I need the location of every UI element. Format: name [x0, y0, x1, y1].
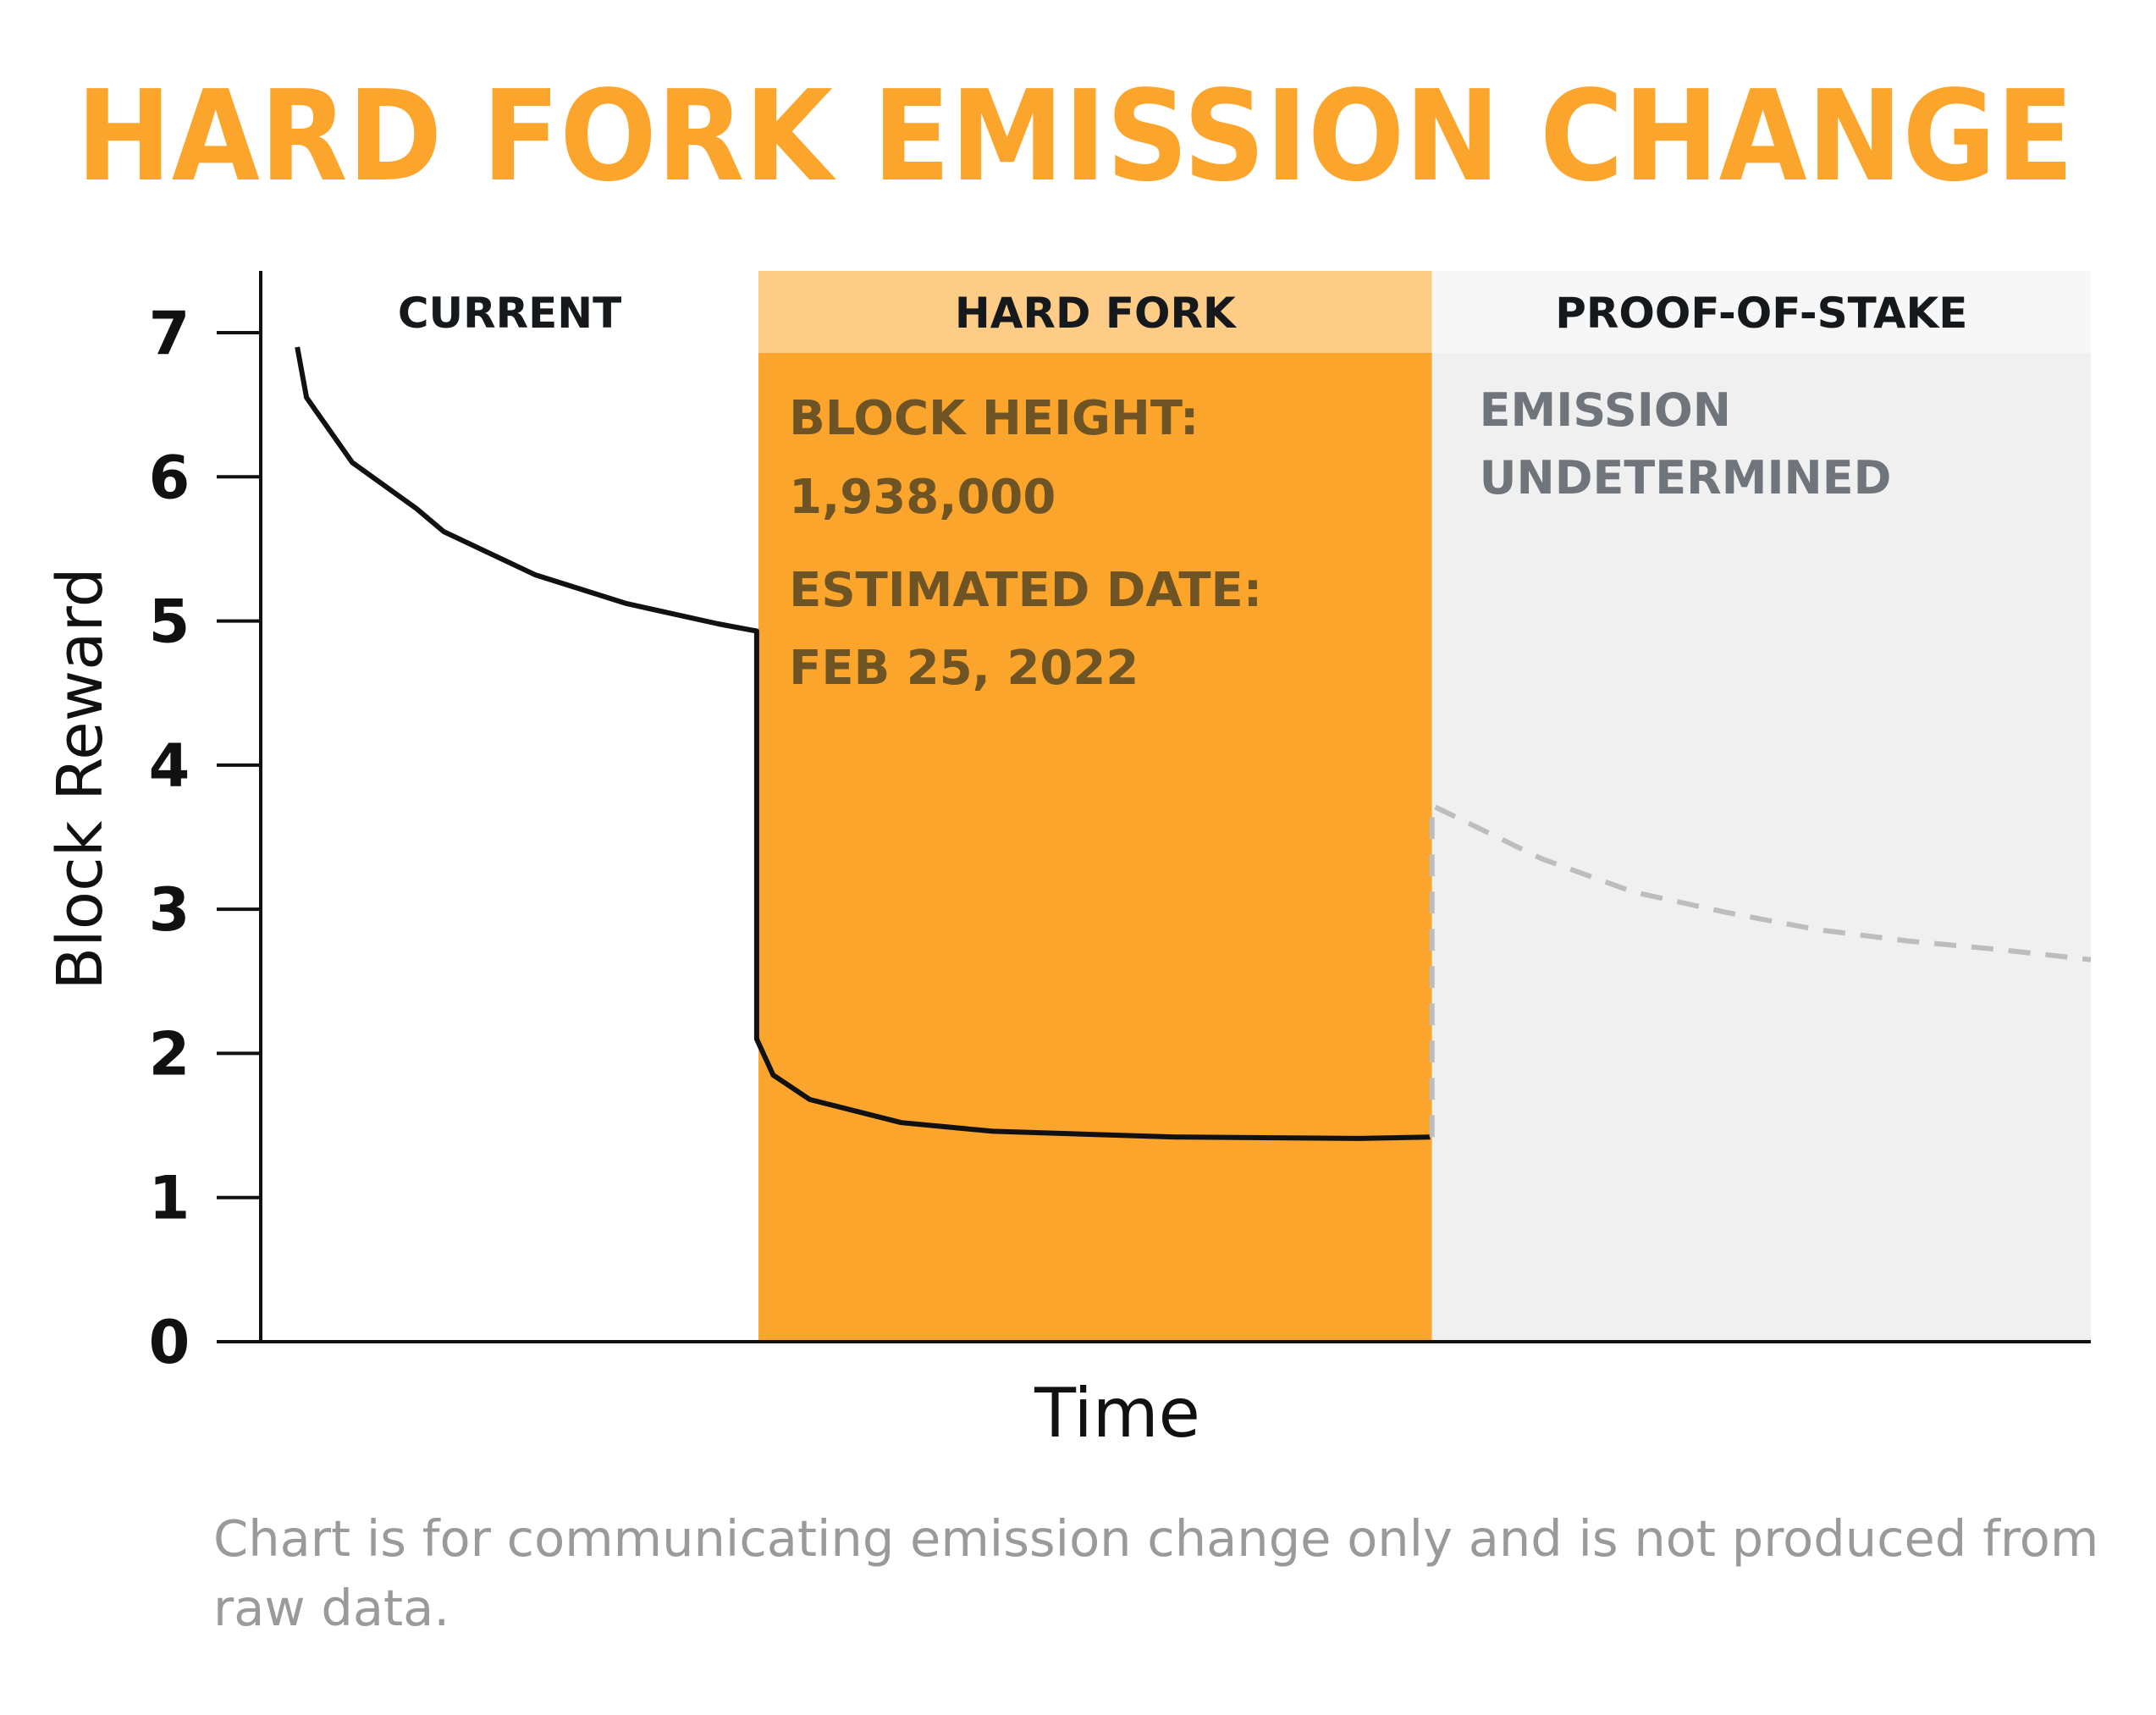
y-tick-label: 6 — [149, 443, 190, 512]
x-axis-label: Time — [1034, 1374, 1200, 1453]
y-axis-label: Block Reward — [44, 567, 117, 990]
region-header-bg-1 — [758, 271, 1432, 353]
footnote-line: Chart is for communicating emission chan… — [213, 1509, 2098, 1568]
y-tick-label: 1 — [149, 1164, 190, 1233]
hard-fork-annotation: 1,938,000 — [789, 470, 1056, 525]
y-tick-label: 4 — [149, 731, 190, 801]
chart-title: HARD FORK EMISSION CHANGE — [76, 63, 2074, 209]
y-tick-label: 2 — [149, 1019, 190, 1089]
hard-fork-annotation: ESTIMATED DATE: — [789, 563, 1262, 618]
region-header-label: CURRENT — [398, 289, 621, 338]
region-fill-1 — [758, 271, 1432, 1342]
hard-fork-annotation: FEB 25, 2022 — [789, 641, 1139, 696]
region-header-bg-2 — [1431, 271, 2091, 353]
y-tick-label: 0 — [149, 1308, 190, 1377]
footnote-line: raw data. — [213, 1579, 449, 1637]
y-tick-label: 5 — [149, 587, 190, 657]
region-header-label: PROOF-OF-STAKE — [1555, 289, 1967, 338]
region-fill-2 — [1431, 271, 2091, 1342]
hard-fork-annotation: BLOCK HEIGHT: — [789, 391, 1199, 446]
emission-series-line — [295, 346, 1431, 1141]
pos-annotation: UNDETERMINED — [1480, 451, 1892, 505]
pos-annotation: EMISSION — [1480, 383, 1731, 437]
y-tick-label: 7 — [149, 299, 190, 368]
projection-series-line — [1429, 802, 2092, 1138]
y-tick-label: 3 — [149, 875, 190, 945]
region-header-label: HARD FORK — [955, 289, 1238, 338]
